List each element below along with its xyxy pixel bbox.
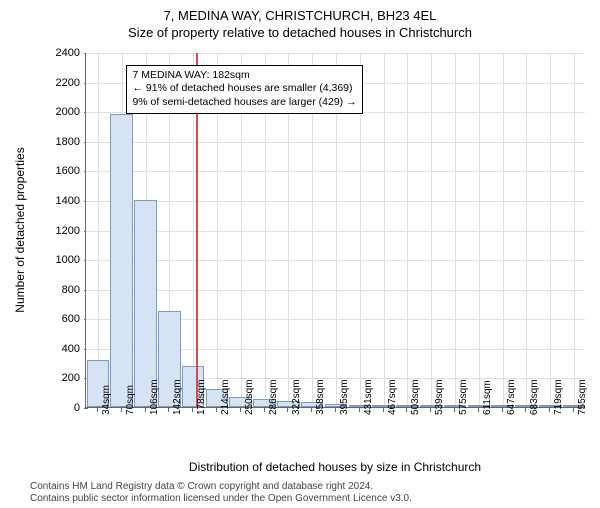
y-tick-label: 0	[30, 402, 80, 414]
footer-line-2: Contains public sector information licen…	[30, 493, 412, 505]
footer-text: Contains HM Land Registry data © Crown c…	[30, 481, 412, 505]
x-axis-label: Distribution of detached houses by size …	[85, 460, 585, 474]
y-tick-label: 1000	[30, 254, 80, 266]
y-tick-label: 1200	[30, 225, 80, 237]
annotation-line: ← 91% of detached houses are smaller (4,…	[132, 82, 356, 96]
y-tick-label: 400	[30, 343, 80, 355]
y-tick-label: 2200	[30, 77, 80, 89]
title-main: 7, MEDINA WAY, CHRISTCHURCH, BH23 4EL	[0, 8, 600, 23]
x-tick-label: 755sqm	[577, 379, 600, 415]
y-tick-label: 1600	[30, 165, 80, 177]
y-tick-label: 1800	[30, 136, 80, 148]
y-tick-label: 2000	[30, 106, 80, 118]
y-tick-label: 1400	[30, 195, 80, 207]
annotation-box: 7 MEDINA WAY: 182sqm← 91% of detached ho…	[126, 65, 362, 114]
y-tick-label: 600	[30, 313, 80, 325]
annotation-line: 9% of semi-detached houses are larger (4…	[132, 96, 356, 110]
bar	[134, 200, 157, 407]
footer-line-1: Contains HM Land Registry data © Crown c…	[30, 481, 412, 493]
y-tick-label: 200	[30, 372, 80, 384]
annotation-line: 7 MEDINA WAY: 182sqm	[132, 69, 356, 83]
y-axis-label: Number of detached properties	[13, 147, 27, 312]
plot-area: 7 MEDINA WAY: 182sqm← 91% of detached ho…	[85, 53, 585, 408]
bar	[110, 114, 133, 407]
y-tick-label: 2400	[30, 47, 80, 59]
title-sub: Size of property relative to detached ho…	[0, 25, 600, 40]
y-tick-label: 800	[30, 284, 80, 296]
chart-container: Number of detached properties 0200400600…	[30, 53, 590, 453]
